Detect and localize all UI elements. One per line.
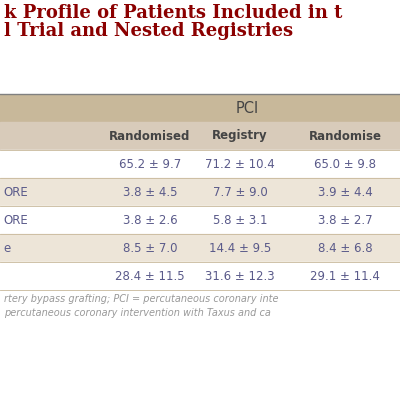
- Text: PCI: PCI: [236, 101, 259, 116]
- Text: k Profile of Patients Included in t: k Profile of Patients Included in t: [4, 4, 342, 22]
- Text: ORE: ORE: [3, 214, 28, 226]
- Text: e: e: [3, 242, 10, 254]
- Text: 3.8 ± 2.7: 3.8 ± 2.7: [318, 214, 372, 226]
- Bar: [0, 290, 400, 358]
- Text: 3.8 ± 4.5: 3.8 ± 4.5: [123, 186, 177, 198]
- Bar: [0, 150, 400, 178]
- Text: Registry: Registry: [212, 130, 268, 142]
- Text: 3.8 ± 2.6: 3.8 ± 2.6: [123, 214, 177, 226]
- Text: 29.1 ± 11.4: 29.1 ± 11.4: [310, 270, 380, 282]
- Text: 65.2 ± 9.7: 65.2 ± 9.7: [119, 158, 181, 170]
- Text: 28.4 ± 11.5: 28.4 ± 11.5: [115, 270, 185, 282]
- Text: ORE: ORE: [3, 186, 28, 198]
- Text: 3.9 ± 4.4: 3.9 ± 4.4: [318, 186, 372, 198]
- Bar: [0, 95, 400, 122]
- Text: Randomised: Randomised: [109, 130, 191, 142]
- Bar: [0, 206, 400, 234]
- Text: 5.8 ± 3.1: 5.8 ± 3.1: [213, 214, 267, 226]
- Bar: [0, 122, 400, 150]
- Text: l Trial and Nested Registries: l Trial and Nested Registries: [4, 22, 293, 40]
- Text: 31.6 ± 12.3: 31.6 ± 12.3: [205, 270, 275, 282]
- Text: 7.7 ± 9.0: 7.7 ± 9.0: [213, 186, 267, 198]
- Bar: [0, 178, 400, 206]
- Text: Randomise: Randomise: [308, 130, 382, 142]
- Text: rtery bypass grafting; PCI = percutaneous coronary inte: rtery bypass grafting; PCI = percutaneou…: [4, 294, 278, 304]
- Text: 65.0 ± 9.8: 65.0 ± 9.8: [314, 158, 376, 170]
- Text: 8.5 ± 7.0: 8.5 ± 7.0: [123, 242, 177, 254]
- Text: 8.4 ± 6.8: 8.4 ± 6.8: [318, 242, 372, 254]
- Bar: [0, 262, 400, 290]
- Text: 71.2 ± 10.4: 71.2 ± 10.4: [205, 158, 275, 170]
- Bar: [0, 234, 400, 262]
- Text: percutaneous coronary intervention with Taxus and ca: percutaneous coronary intervention with …: [4, 308, 271, 318]
- Bar: [0, 0, 400, 93]
- Text: 14.4 ± 9.5: 14.4 ± 9.5: [209, 242, 271, 254]
